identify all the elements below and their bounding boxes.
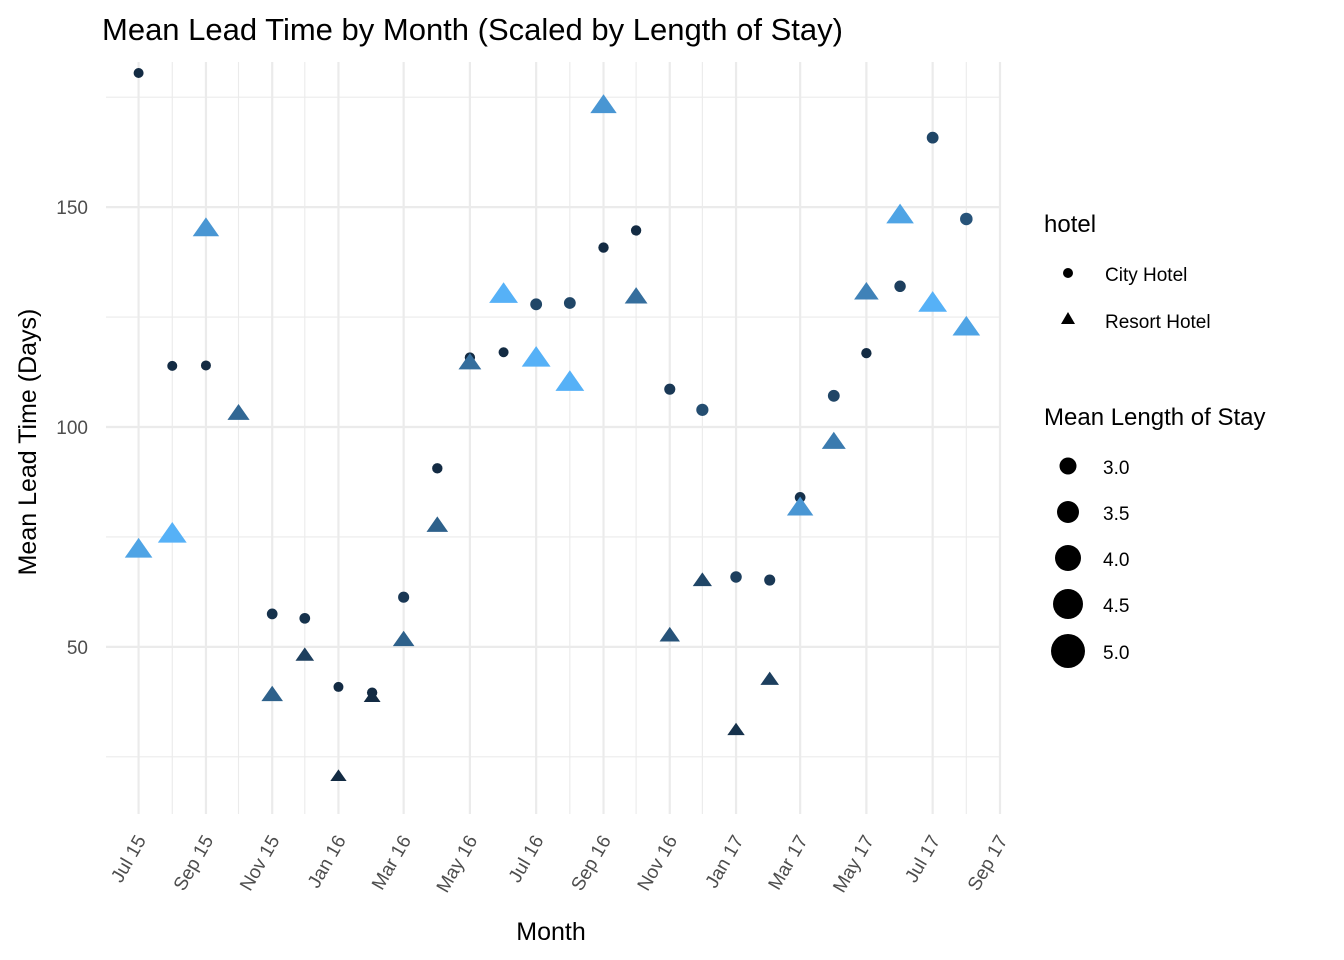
point-resort-hotel	[295, 647, 315, 661]
y-tick-label: 50	[67, 638, 88, 659]
point-resort-hotel	[330, 769, 347, 782]
point-city-hotel	[398, 591, 410, 603]
data-points	[124, 67, 981, 782]
x-tick-label: Jan 16	[304, 832, 351, 892]
point-resort-hotel	[555, 370, 585, 391]
point-resort-hotel	[363, 689, 381, 703]
x-tick-label: Mar 17	[765, 832, 813, 894]
point-resort-hotel	[521, 346, 551, 367]
point-city-hotel	[530, 298, 543, 311]
point-city-hotel	[333, 681, 344, 692]
legend-hotel: hotel City Hotel Resort Hotel	[1044, 211, 1211, 333]
x-tick-label: May 17	[829, 832, 878, 896]
point-resort-hotel	[692, 572, 712, 587]
legend-hotel-title: hotel	[1044, 211, 1096, 238]
y-axis-title: Mean Lead Time (Days)	[14, 309, 42, 576]
y-tick-label: 150	[56, 198, 88, 219]
point-city-hotel	[498, 347, 509, 358]
point-city-hotel	[861, 347, 872, 359]
legend-label-resort-hotel: Resort Hotel	[1105, 312, 1211, 333]
x-tick-label: Jan 17	[702, 832, 749, 892]
point-city-hotel	[664, 383, 676, 395]
point-resort-hotel	[227, 403, 250, 420]
legend-size: Mean Length of Stay 3.0 3.5 4.0 4.5 5.0	[1044, 404, 1265, 668]
point-city-hotel	[432, 463, 443, 474]
x-tick-label: Jul 15	[107, 832, 151, 886]
legend-size-key-4-5	[1053, 589, 1083, 619]
chart-title: Mean Lead Time by Month (Scaled by Lengt…	[102, 12, 843, 47]
point-resort-hotel	[952, 315, 981, 336]
legend-size-key-3-0	[1059, 457, 1077, 475]
x-tick-label: Mar 16	[368, 832, 416, 894]
legend-triangle-key	[1061, 312, 1075, 324]
legend-size-label-3-5: 3.5	[1103, 504, 1129, 525]
point-city-hotel	[730, 571, 742, 583]
point-city-hotel	[894, 280, 906, 293]
legend-label-city-hotel: City Hotel	[1105, 265, 1187, 286]
point-city-hotel	[598, 242, 609, 253]
point-resort-hotel	[918, 291, 948, 312]
x-tick-label: Jul 16	[505, 832, 549, 886]
point-resort-hotel	[261, 685, 284, 702]
point-resort-hotel	[426, 516, 449, 532]
point-resort-hotel	[590, 94, 617, 114]
point-city-hotel	[827, 389, 840, 402]
point-city-hotel	[563, 297, 576, 309]
legend-size-label-3-0: 3.0	[1103, 458, 1129, 479]
legend-size-label-4-5: 4.5	[1103, 596, 1129, 617]
x-tick-label: Jul 17	[901, 832, 945, 886]
legend-size-label-5-0: 5.0	[1103, 643, 1129, 664]
legend-size-title: Mean Length of Stay	[1044, 404, 1265, 431]
point-city-hotel	[630, 225, 642, 236]
point-resort-hotel	[489, 282, 518, 303]
point-resort-hotel	[659, 626, 680, 642]
point-city-hotel	[133, 67, 144, 78]
point-city-hotel	[926, 131, 939, 144]
point-city-hotel	[960, 212, 973, 226]
point-resort-hotel	[886, 203, 914, 224]
point-city-hotel	[167, 360, 178, 371]
legend-size-key-4-0	[1055, 545, 1081, 571]
point-resort-hotel	[157, 521, 187, 543]
x-tick-label: May 16	[433, 832, 482, 896]
point-resort-hotel	[458, 353, 482, 370]
point-resort-hotel	[854, 281, 879, 300]
point-resort-hotel	[392, 630, 415, 647]
x-tick-label: Sep 16	[568, 832, 616, 895]
point-resort-hotel	[192, 217, 220, 237]
point-resort-hotel	[727, 722, 745, 736]
point-resort-hotel	[821, 431, 846, 449]
legend-size-key-3-5	[1057, 501, 1079, 523]
point-city-hotel	[200, 360, 211, 371]
legend-size-label-4-0: 4.0	[1103, 550, 1129, 571]
y-tick-label: 100	[56, 418, 88, 439]
legend-circle-key	[1063, 268, 1073, 278]
point-city-hotel	[764, 574, 776, 586]
x-tick-label: Nov 16	[634, 832, 682, 895]
point-resort-hotel	[786, 496, 814, 516]
x-tick-label: Nov 15	[236, 832, 284, 895]
x-tick-label: Sep 17	[964, 832, 1012, 895]
point-city-hotel	[266, 608, 278, 620]
y-axis-ticks: 50 100 150	[56, 198, 88, 659]
x-axis-title: Month	[516, 918, 585, 946]
legend-size-key-5-0	[1051, 634, 1085, 668]
grid	[106, 62, 1002, 814]
point-resort-hotel	[624, 287, 648, 304]
point-resort-hotel	[124, 537, 153, 558]
x-tick-label: Sep 15	[170, 832, 218, 895]
x-axis-ticks: Jul 15 Sep 15 Nov 15 Jan 16 Mar 16 May 16 Jul …	[107, 832, 1012, 896]
point-city-hotel	[696, 403, 709, 416]
point-resort-hotel	[760, 671, 780, 685]
point-city-hotel	[299, 612, 311, 624]
